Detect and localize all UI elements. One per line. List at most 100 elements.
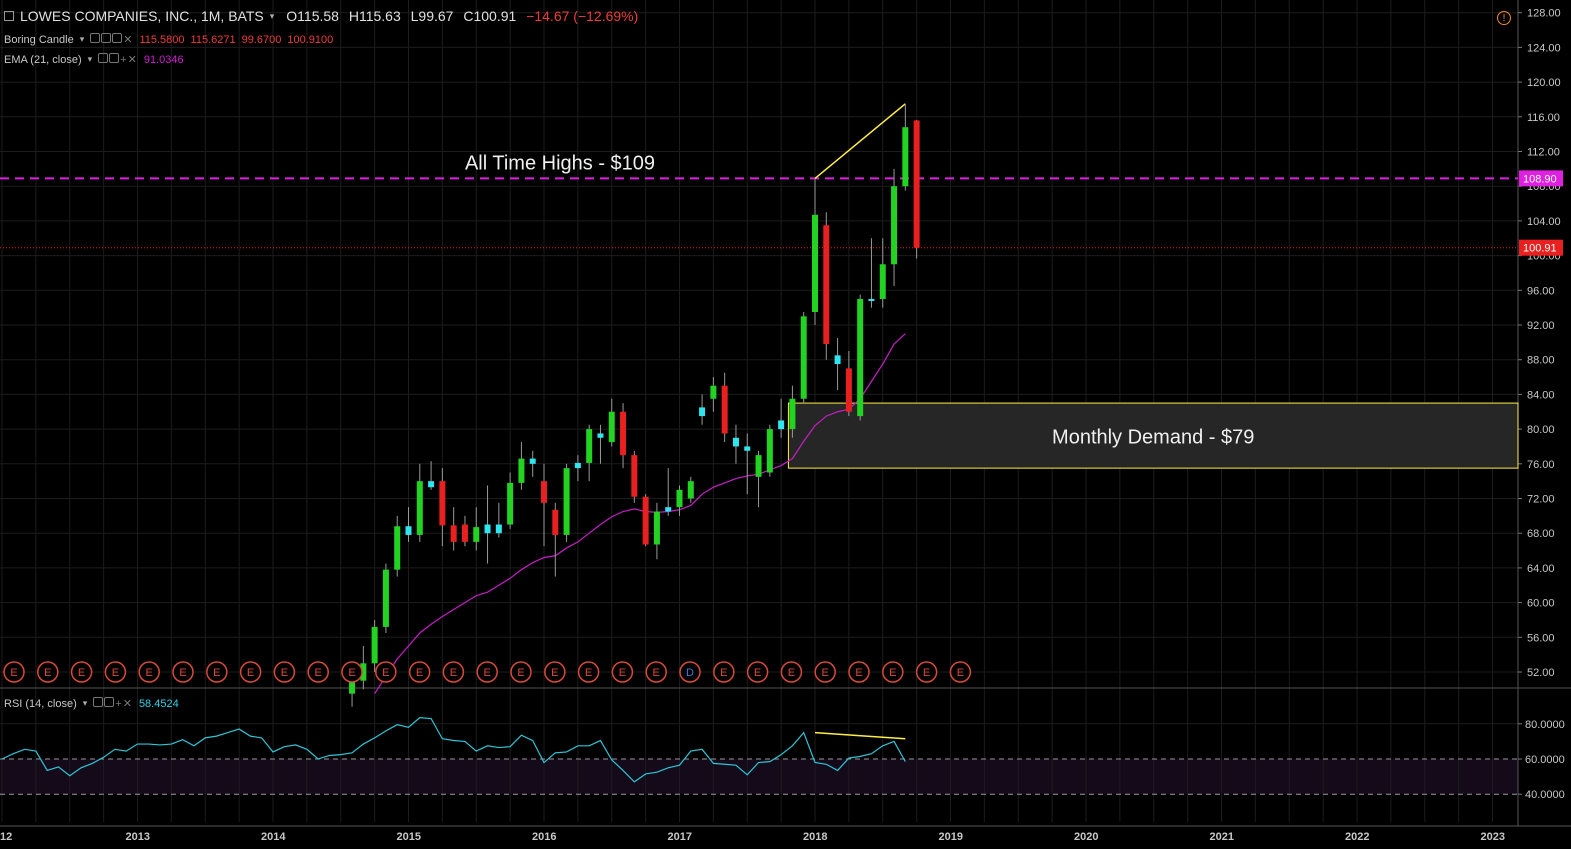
candle-body[interactable] [507, 482, 514, 525]
earnings-marker[interactable] [104, 661, 127, 683]
earnings-marker[interactable] [814, 661, 836, 683]
rsi-divergence-line[interactable] [814, 731, 906, 740]
gear-icon[interactable] [101, 33, 112, 43]
candle-body[interactable] [653, 511, 660, 545]
symbol-dropdown-icon[interactable]: ▾ [269, 10, 275, 21]
demand-zone-box[interactable] [787, 402, 1519, 469]
candle-body[interactable] [529, 458, 536, 464]
candle-body[interactable] [586, 429, 593, 463]
earnings-marker[interactable] [645, 661, 667, 683]
candle-body[interactable] [868, 298, 875, 301]
rsi-study-dropdown-icon[interactable]: ▾ [82, 698, 88, 708]
earnings-marker[interactable] [375, 661, 397, 683]
eye-icon[interactable] [90, 33, 101, 43]
earnings-marker[interactable] [70, 661, 93, 683]
candle-body[interactable] [439, 481, 446, 526]
earnings-marker[interactable] [915, 661, 938, 683]
candle-body[interactable] [631, 455, 638, 497]
candle-body[interactable] [552, 509, 559, 535]
earnings-marker[interactable] [239, 661, 262, 683]
earnings-marker[interactable] [172, 661, 194, 683]
earnings-marker[interactable] [848, 661, 870, 683]
candle-body[interactable] [721, 385, 728, 434]
collapse-icon[interactable] [4, 11, 14, 21]
candle-body[interactable] [845, 368, 852, 412]
candle-body[interactable] [620, 411, 627, 456]
earnings-marker[interactable] [679, 661, 701, 683]
candle-body[interactable] [789, 398, 796, 430]
candle-body[interactable] [902, 127, 909, 187]
candle-body[interactable] [394, 526, 401, 570]
candle-body[interactable] [800, 316, 807, 399]
candle-body[interactable] [428, 481, 435, 488]
candle-study-name[interactable]: Boring Candle [4, 33, 74, 46]
candle-study-dropdown-icon[interactable]: ▾ [79, 34, 85, 44]
earnings-marker[interactable] [882, 661, 904, 683]
ema-study-name[interactable]: EMA (21, close) [4, 53, 82, 66]
candle-body[interactable] [823, 225, 830, 345]
candle-body[interactable] [405, 526, 412, 535]
earnings-marker[interactable] [341, 661, 363, 683]
candle-body[interactable] [360, 663, 367, 681]
candle-body[interactable] [495, 524, 502, 534]
candle-body[interactable] [349, 680, 356, 694]
candle-body[interactable] [778, 420, 785, 430]
candle-body[interactable] [473, 527, 480, 542]
candle-body[interactable] [371, 626, 378, 664]
earnings-marker[interactable] [476, 661, 498, 683]
candle-body[interactable] [642, 496, 649, 545]
earnings-marker[interactable] [408, 661, 431, 683]
candle-body[interactable] [461, 524, 468, 542]
lock-icon[interactable] [112, 33, 123, 43]
earnings-marker[interactable] [713, 661, 735, 683]
candle-body[interactable] [382, 569, 389, 627]
candle-body[interactable] [597, 433, 604, 438]
gear-icon[interactable] [104, 697, 115, 707]
warning-icon[interactable]: ! [1497, 11, 1511, 25]
ema-study-dropdown-icon[interactable]: ▾ [87, 54, 93, 64]
candle-body[interactable] [913, 120, 920, 248]
earnings-marker[interactable] [544, 661, 566, 683]
candle-body[interactable] [699, 407, 706, 417]
candle-body[interactable] [518, 458, 525, 483]
candle-body[interactable] [416, 481, 423, 535]
earnings-marker[interactable] [206, 661, 228, 683]
symbol-title[interactable]: LOWES COMPANIES, INC., 1M, BATS [20, 8, 264, 24]
candle-body[interactable] [574, 462, 581, 469]
candle-body[interactable] [857, 298, 864, 417]
ath-trendline[interactable] [814, 103, 906, 179]
gear-icon[interactable] [109, 53, 120, 63]
plus-icon[interactable]: + [115, 698, 122, 710]
candle-body[interactable] [676, 489, 683, 508]
candle-body[interactable] [744, 446, 751, 451]
candle-body[interactable] [608, 411, 615, 443]
earnings-marker[interactable] [510, 661, 532, 683]
candle-body[interactable] [563, 468, 570, 535]
eye-icon[interactable] [93, 697, 104, 707]
earnings-marker[interactable] [273, 661, 296, 683]
candle-body[interactable] [484, 524, 491, 534]
candle-body[interactable] [879, 264, 886, 299]
earnings-marker[interactable] [949, 661, 972, 683]
earnings-marker[interactable] [442, 661, 465, 683]
candle-body[interactable] [766, 429, 773, 473]
earnings-marker[interactable] [746, 661, 769, 683]
earnings-marker[interactable] [3, 661, 25, 683]
close-icon[interactable]: ✕ [127, 54, 137, 66]
rsi-pane[interactable] [0, 690, 1518, 822]
candle-body[interactable] [891, 186, 898, 265]
candle-body[interactable] [812, 214, 818, 312]
earnings-marker[interactable] [780, 661, 803, 683]
eye-icon[interactable] [98, 53, 109, 63]
earnings-marker[interactable] [307, 661, 329, 683]
close-icon[interactable]: ✕ [123, 34, 133, 46]
plus-icon[interactable]: + [120, 54, 127, 66]
candle-body[interactable] [665, 507, 672, 512]
candle-body[interactable] [710, 385, 717, 399]
symbol-header[interactable]: LOWES COMPANIES, INC., 1M, BATS ▾ O115.5… [4, 8, 644, 24]
candle-body[interactable] [732, 437, 739, 447]
candle-body[interactable] [755, 455, 762, 477]
candle-body[interactable] [687, 481, 694, 499]
candle-body[interactable] [450, 525, 457, 542]
